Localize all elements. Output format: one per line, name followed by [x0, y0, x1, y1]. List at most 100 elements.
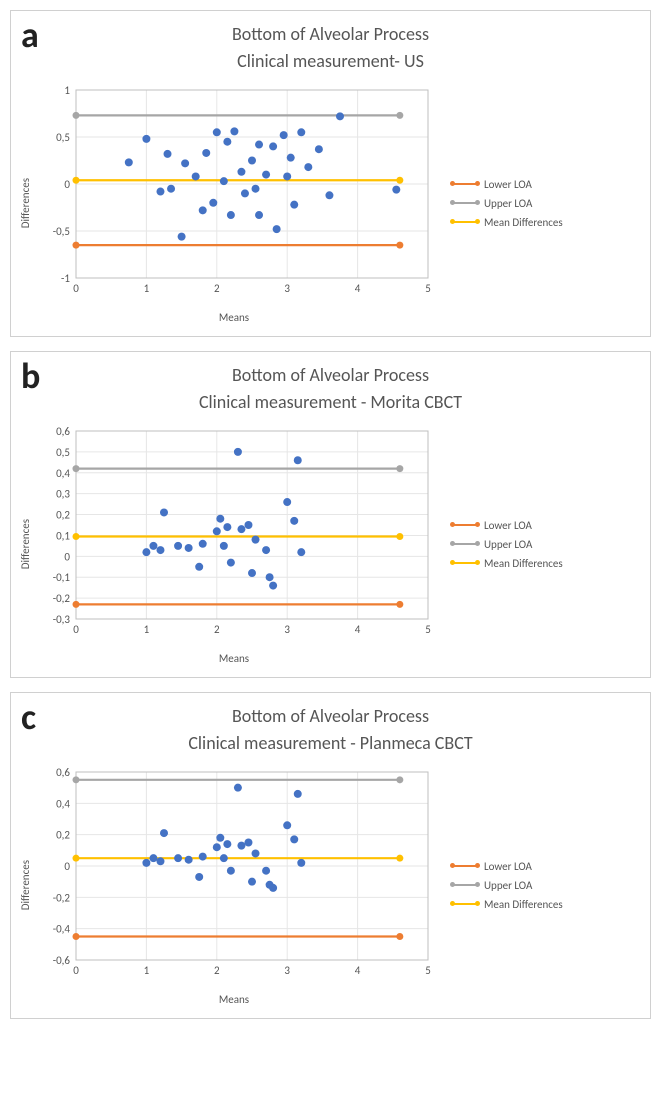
data-point [290, 201, 298, 209]
data-point [280, 131, 288, 139]
x-tick-label: 1 [144, 964, 150, 977]
x-tick-label: 0 [73, 282, 79, 295]
data-point [255, 211, 263, 219]
legend-swatch [452, 884, 478, 886]
plot-area: -1-0,500,51012345Means [34, 82, 434, 324]
y-tick-label: -0,2 [53, 891, 71, 904]
y-tick-label: 1 [64, 84, 70, 97]
data-point [199, 853, 207, 861]
chart-row: Differences-0,3-0,2-0,100,10,20,30,40,50… [19, 423, 642, 665]
data-point [248, 569, 256, 577]
data-point [237, 168, 245, 176]
x-axis-label: Means [34, 652, 434, 665]
data-point [220, 854, 228, 862]
data-point [142, 548, 150, 556]
y-tick-label: 0,2 [56, 509, 70, 522]
data-point [262, 867, 270, 875]
data-point [178, 233, 186, 241]
y-tick-label: 0,6 [56, 425, 70, 438]
data-point [297, 128, 305, 136]
data-point [241, 189, 249, 197]
legend-item: Mean Differences [452, 898, 563, 911]
data-point [213, 128, 221, 136]
data-point [325, 191, 333, 199]
x-tick-label: 1 [144, 623, 150, 636]
data-point [181, 159, 189, 167]
data-point [202, 149, 210, 157]
legend-swatch [452, 202, 478, 204]
data-point [290, 835, 298, 843]
x-tick-label: 4 [355, 964, 361, 977]
data-point [199, 206, 207, 214]
data-point [237, 525, 245, 533]
panel-title-line2: Clinical measurement- US [19, 50, 642, 73]
y-axis-label: Differences [19, 860, 32, 910]
plot-svg: -0,3-0,2-0,100,10,20,30,40,50,6012345 [34, 423, 434, 643]
data-point [262, 171, 270, 179]
y-tick-label: 0,4 [56, 467, 70, 480]
x-tick-label: 2 [214, 623, 220, 636]
data-point [315, 145, 323, 153]
data-point [252, 185, 260, 193]
data-point [223, 840, 231, 848]
data-point [164, 150, 172, 158]
legend-label: Lower LOA [484, 860, 532, 873]
x-tick-label: 3 [284, 282, 290, 295]
data-point [125, 158, 133, 166]
y-tick-label: 0,2 [56, 829, 70, 842]
data-point [227, 559, 235, 567]
data-point [199, 540, 207, 548]
x-tick-label: 1 [144, 282, 150, 295]
data-point [216, 515, 224, 523]
data-point [227, 211, 235, 219]
legend-label: Upper LOA [484, 197, 532, 210]
y-tick-label: -0,2 [53, 592, 71, 605]
legend-swatch [452, 543, 478, 545]
x-axis-label: Means [34, 311, 434, 324]
chart-row: Differences-1-0,500,51012345MeansLower L… [19, 82, 642, 324]
x-tick-label: 3 [284, 964, 290, 977]
y-tick-label: -0,5 [53, 225, 70, 238]
data-point [294, 456, 302, 464]
legend-item: Upper LOA [452, 197, 563, 210]
y-axis-label: Differences [19, 519, 32, 569]
data-point [195, 873, 203, 881]
legend-label: Mean Differences [484, 216, 563, 229]
data-point [283, 172, 291, 180]
data-point [283, 821, 291, 829]
y-tick-label: -0,1 [53, 571, 71, 584]
y-tick-label: 0,5 [56, 446, 70, 459]
data-point [156, 188, 164, 196]
legend-item: Lower LOA [452, 860, 563, 873]
data-point [167, 185, 175, 193]
x-tick-label: 0 [73, 623, 79, 636]
legend: Lower LOA Upper LOA Mean Differences [452, 854, 563, 917]
data-point [287, 154, 295, 162]
legend-item: Upper LOA [452, 879, 563, 892]
legend: Lower LOAUpper LOAMean Differences [452, 172, 563, 235]
y-tick-label: -0,3 [53, 613, 71, 626]
legend-swatch [452, 183, 478, 185]
data-point [294, 790, 302, 798]
data-point [237, 842, 245, 850]
chart-panel: aBottom of Alveolar ProcessClinical meas… [10, 10, 651, 337]
data-point [160, 829, 168, 837]
y-tick-label: 0 [64, 860, 70, 873]
y-tick-label: -0,4 [53, 923, 71, 936]
data-point [290, 517, 298, 525]
data-point [149, 542, 157, 550]
data-point [195, 563, 203, 571]
x-tick-label: 4 [355, 623, 361, 636]
legend-label: Upper LOA [484, 879, 532, 892]
data-point [223, 523, 231, 531]
y-tick-label: 0 [64, 550, 70, 563]
panel-letter: a [21, 13, 39, 57]
y-tick-label: -1 [61, 272, 70, 285]
legend-swatch [452, 562, 478, 564]
x-tick-label: 4 [355, 282, 361, 295]
y-tick-label: 0,1 [56, 529, 70, 542]
panel-letter: c [21, 695, 36, 739]
legend-item: Mean Differences [452, 557, 563, 570]
data-point [213, 843, 221, 851]
data-point [304, 163, 312, 171]
